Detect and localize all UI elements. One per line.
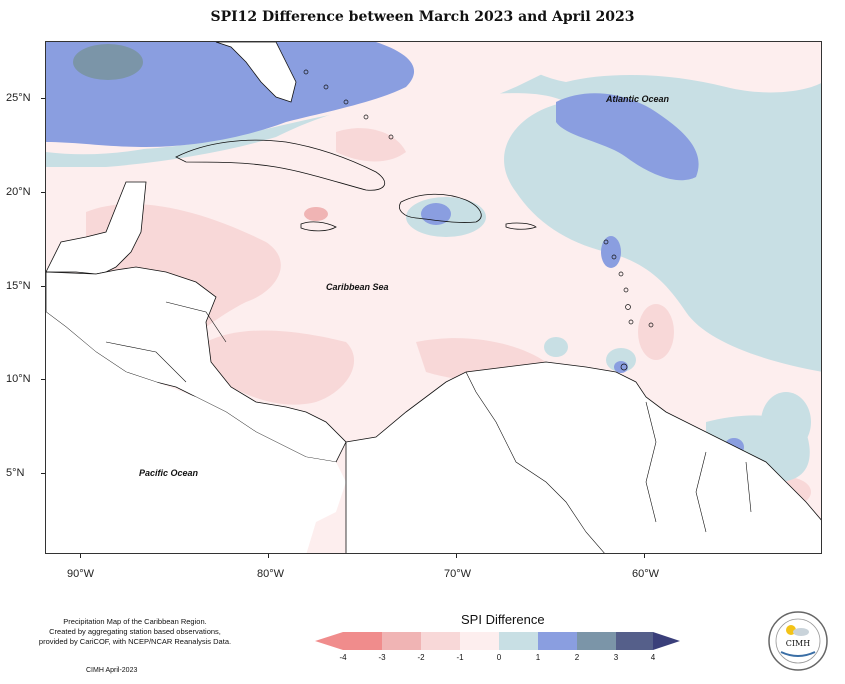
credits: Precipitation Map of the Caribbean Regio… — [0, 617, 270, 647]
lat-label-5: 5°N — [6, 467, 25, 479]
legend-tick: -3 — [378, 653, 386, 662]
legend-swatch — [460, 632, 499, 650]
pacific-ocean-label: Pacific Ocean — [139, 468, 199, 478]
lat-tick — [41, 379, 45, 380]
lon-label-70: 70°W — [444, 568, 472, 580]
credit-date: CIMH April-2023 — [86, 667, 138, 674]
lat-tick — [41, 192, 45, 193]
legend-swatch — [421, 632, 460, 650]
lon-tick — [644, 554, 645, 558]
lat-tick — [41, 473, 45, 474]
map-canvas — [46, 42, 821, 553]
legend-swatch — [499, 632, 538, 650]
lat-label-20: 20°N — [6, 186, 31, 198]
legend-tick: -4 — [339, 653, 347, 662]
lat-label-15: 15°N — [6, 280, 31, 292]
legend-arrow-right — [653, 632, 680, 650]
legend-arrow-left — [315, 632, 343, 650]
legend-swatch — [343, 632, 382, 650]
legend-tick: -2 — [417, 653, 425, 662]
spi-map — [45, 41, 822, 554]
cimh-logo: CIMH — [768, 611, 828, 671]
lat-label-10: 10°N — [6, 373, 31, 385]
logo-text: CIMH — [786, 639, 810, 648]
legend-tick: 1 — [535, 653, 541, 662]
lat-tick — [41, 98, 45, 99]
credit-line-3: provided by CariCOF, with NCEP/NCAR Rean… — [38, 637, 232, 646]
map-title: SPI12 Difference between March 2023 and … — [210, 9, 635, 25]
legend-colorbar — [315, 632, 680, 650]
legend-tick: 3 — [613, 653, 619, 662]
lon-tick — [268, 554, 269, 558]
legend-swatch — [577, 632, 616, 650]
lon-tick — [456, 554, 457, 558]
lat-tick — [41, 286, 45, 287]
legend-swatch — [538, 632, 577, 650]
legend-tick: 2 — [574, 653, 580, 662]
caribbean-sea-label: Caribbean Sea — [326, 282, 389, 292]
cloud-icon — [793, 628, 809, 636]
legend-tick: 4 — [650, 653, 656, 662]
credit-line-2: Created by aggregating station based obs… — [49, 627, 221, 636]
atlantic-ocean-label: Atlantic Ocean — [606, 94, 670, 104]
lon-tick — [80, 554, 81, 558]
legend-tick: 0 — [496, 653, 502, 662]
legend-tick: -1 — [456, 653, 464, 662]
lon-label-80: 80°W — [257, 568, 285, 580]
legend-swatch — [382, 632, 421, 650]
lon-label-90: 90°W — [67, 568, 95, 580]
legend-title: SPI Difference — [461, 612, 545, 627]
credit-line-1: Precipitation Map of the Caribbean Regio… — [63, 617, 207, 626]
lat-label-25: 25°N — [6, 92, 31, 104]
lon-label-60: 60°W — [632, 568, 660, 580]
legend-swatch — [616, 632, 653, 650]
